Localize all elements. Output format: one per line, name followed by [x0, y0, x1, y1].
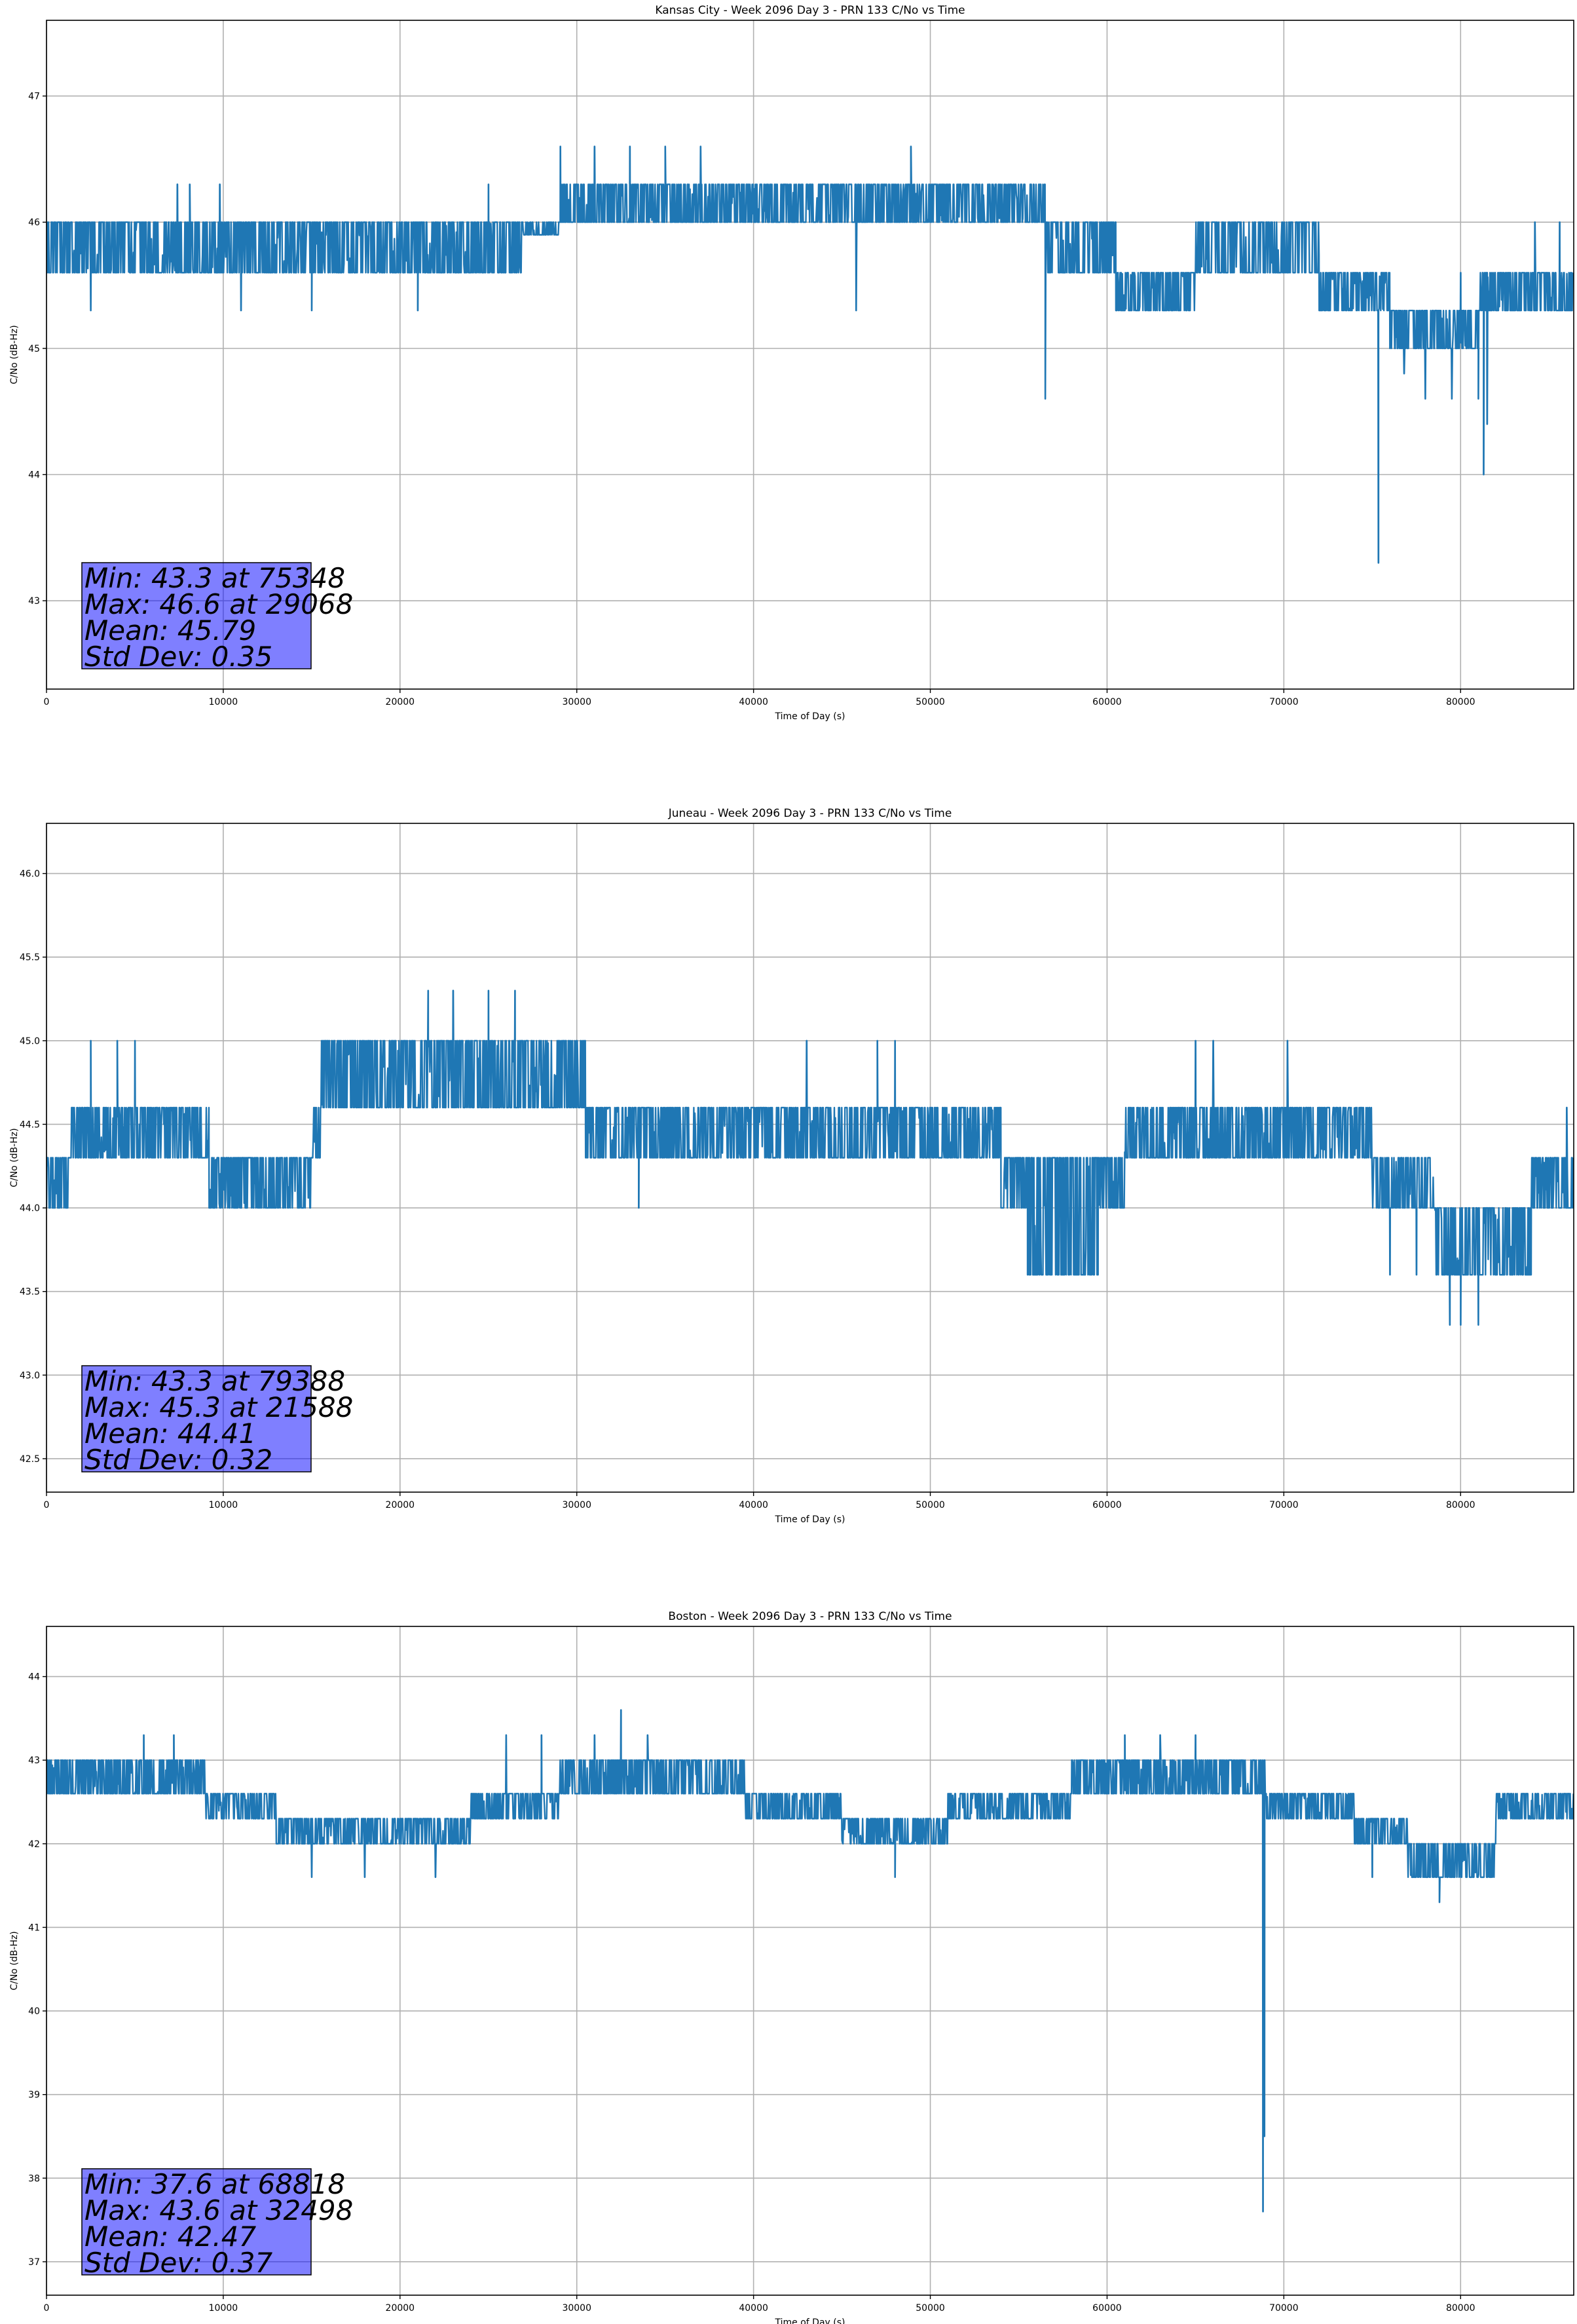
- y-tick-label: 46.0: [20, 869, 40, 880]
- x-tick-label: 30000: [562, 1500, 591, 1510]
- series-line-cno: [46, 145, 1574, 564]
- y-tick-label: 43: [28, 1755, 40, 1766]
- series-line-cno: [46, 990, 1574, 1326]
- y-tick-label: 45.5: [20, 952, 40, 963]
- x-axis-label: Time of Day (s): [775, 1514, 845, 1525]
- stats-max-label: Max: 43.6 at 32498: [84, 2194, 353, 2226]
- chart-panel-2: 0 10000 20000 30000 40000 50000 60000 70000 8000…: [9, 807, 1574, 1525]
- stats-mean-label: Mean: 45.79: [84, 614, 256, 647]
- y-axis-label: C/No (dB-Hz): [9, 1931, 20, 1990]
- y-tick-label: 43.5: [20, 1287, 40, 1298]
- x-tick-label: 70000: [1269, 697, 1299, 707]
- stats-std-label: Std Dev: 0.32: [84, 1444, 272, 1476]
- y-tick-label: 44: [28, 470, 40, 481]
- y-tick-label: 39: [28, 2090, 40, 2101]
- x-tick-label: 10000: [209, 1500, 238, 1510]
- stats-std-label: Std Dev: 0.35: [84, 641, 272, 673]
- x-tick-label: 50000: [916, 2303, 945, 2314]
- y-tick-label: 47: [28, 92, 40, 102]
- chart-panel-1: 0 10000 20000 30000 40000 50000 60000 70000 8000…: [9, 4, 1574, 722]
- x-tick-label: 20000: [386, 2303, 415, 2314]
- y-tick-label: 40: [28, 2006, 40, 2017]
- stats-box: [81, 1365, 312, 1472]
- stats-min-label: Min: 37.6 at 68818: [84, 2168, 345, 2200]
- x-tick-label: 80000: [1446, 2303, 1475, 2314]
- y-tick-label: 43.0: [20, 1370, 40, 1381]
- y-tick-label: 42: [28, 1839, 40, 1850]
- y-tick-label: 38: [28, 2173, 40, 2184]
- plot-area-frame: [46, 1626, 1574, 2296]
- stats-mean-label: Mean: 44.41: [84, 1417, 256, 1450]
- x-tick-label: 50000: [916, 697, 945, 707]
- plot-area-frame: [46, 20, 1574, 690]
- x-tick-label: 40000: [739, 2303, 768, 2314]
- x-tick-label: 50000: [916, 1500, 945, 1510]
- y-axis-label: C/No (dB-Hz): [9, 325, 20, 384]
- y-tick-label: 45: [28, 344, 40, 354]
- x-tick-label: 60000: [1092, 697, 1122, 707]
- x-tick-label: 20000: [386, 1500, 415, 1510]
- stats-std-label: Std Dev: 0.37: [84, 2247, 272, 2279]
- x-tick-label: 40000: [739, 1500, 768, 1510]
- y-axis-label: C/No (dB-Hz): [9, 1128, 20, 1187]
- y-tick-label: 44.5: [20, 1119, 40, 1130]
- x-tick-label: 30000: [562, 2303, 591, 2314]
- plot-area-frame: [46, 823, 1574, 1493]
- stats-box: [81, 562, 312, 669]
- y-tick-label: 43: [28, 596, 40, 607]
- stats-max-label: Max: 46.6 at 29068: [84, 588, 353, 620]
- y-tick-label: 45.0: [20, 1036, 40, 1047]
- x-axis-label: Time of Day (s): [775, 711, 845, 722]
- chart-title: Boston - Week 2096 Day 3 - PRN 133 C/No …: [668, 1610, 952, 1623]
- x-tick-label: 30000: [562, 697, 591, 707]
- x-tick-label: 0: [44, 1500, 50, 1510]
- x-tick-label: 70000: [1269, 1500, 1299, 1510]
- x-tick-label: 60000: [1092, 1500, 1122, 1510]
- x-tick-label: 0: [44, 2303, 50, 2314]
- chart-title: Juneau - Week 2096 Day 3 - PRN 133 C/No …: [668, 807, 952, 820]
- x-tick-label: 0: [44, 697, 50, 707]
- series-line-cno: [46, 1709, 1574, 2213]
- chart-panel-3: 0 10000 20000 30000 40000 50000 60000 70000 8000…: [9, 1610, 1574, 2324]
- stats-min-label: Min: 43.3 at 75348: [84, 562, 345, 594]
- stats-box: [81, 2168, 312, 2276]
- stats-min-label: Min: 43.3 at 79388: [84, 1365, 345, 1397]
- x-tick-label: 70000: [1269, 2303, 1299, 2314]
- y-tick-label: 37: [28, 2257, 40, 2268]
- x-tick-label: 80000: [1446, 1500, 1475, 1510]
- x-tick-label: 60000: [1092, 2303, 1122, 2314]
- x-tick-label: 10000: [209, 697, 238, 707]
- stats-mean-label: Mean: 42.47: [84, 2221, 256, 2253]
- chart-title: Kansas City - Week 2096 Day 3 - PRN 133 …: [655, 4, 965, 17]
- stats-max-label: Max: 45.3 at 21588: [84, 1391, 353, 1423]
- x-axis-label: Time of Day (s): [775, 2317, 845, 2324]
- y-tick-label: 42.5: [20, 1454, 40, 1465]
- y-tick-label: 44: [28, 1672, 40, 1683]
- y-tick-label: 41: [28, 1922, 40, 1933]
- x-tick-label: 40000: [739, 697, 768, 707]
- x-tick-label: 10000: [209, 2303, 238, 2314]
- x-tick-label: 80000: [1446, 697, 1475, 707]
- y-tick-label: 46: [28, 217, 40, 228]
- x-tick-label: 20000: [386, 697, 415, 707]
- y-tick-label: 44.0: [20, 1203, 40, 1214]
